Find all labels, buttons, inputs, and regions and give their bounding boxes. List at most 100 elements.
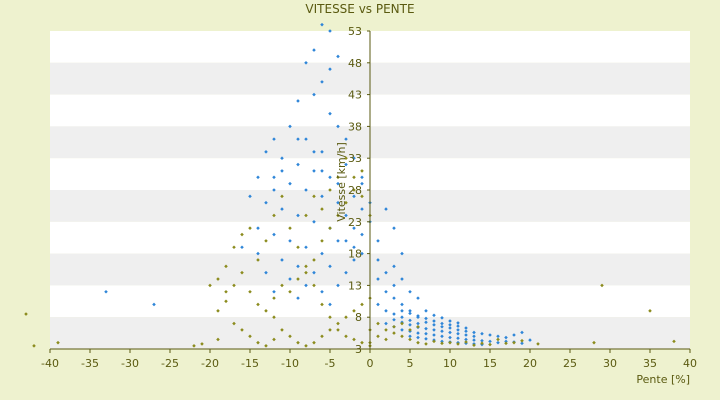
data-point-series-1 [280,258,284,262]
data-point-series-2 [672,339,676,344]
data-point-series-2 [336,213,340,218]
data-point-series-2 [328,188,332,192]
data-point-series-1 [312,270,316,275]
data-point-series-2 [648,309,652,313]
data-point-series-1 [384,289,388,294]
data-point-series-1 [424,326,428,331]
data-point-series-2 [328,328,332,332]
data-point-series-2 [280,283,284,288]
data-point-series-1 [528,338,532,342]
data-point-series-1 [304,245,308,250]
data-point-series-1 [520,341,524,346]
data-point-series-1 [424,331,428,336]
data-point-series-1 [448,330,452,335]
data-point-series-1 [496,340,500,345]
data-point-series-1 [448,326,452,330]
data-point-series-1 [264,270,268,275]
data-point-series-1 [288,124,292,129]
data-point-series-1 [392,226,396,230]
data-point-series-1 [320,150,324,154]
data-point-series-1 [392,264,396,269]
data-point-series-1 [304,137,308,141]
data-point-series-1 [280,156,284,160]
data-point-series-1 [288,239,292,243]
data-point-series-2 [272,337,276,342]
data-point-series-2 [416,324,420,329]
data-point-series-2 [440,341,444,346]
data-point-series-2 [408,328,412,332]
data-point-series-1 [416,335,420,340]
data-point-series-2 [400,321,404,326]
data-point-series-1 [432,319,436,323]
data-point-series-1 [320,80,324,84]
data-point-series-2 [256,258,260,262]
x-tick-label: -15 [241,357,259,370]
data-point-series-2 [224,299,228,304]
data-point-series-2 [392,331,396,335]
data-point-series-1 [488,339,492,344]
x-tick-label: 35 [643,357,657,370]
data-point-series-1 [376,239,380,243]
data-point-series-1 [248,194,252,199]
data-point-series-2 [536,342,540,346]
data-points [24,22,676,348]
data-point-series-1 [272,188,276,192]
data-point-series-2 [272,315,276,319]
data-point-series-1 [464,326,468,330]
data-point-series-1 [336,124,340,129]
data-point-series-1 [344,213,348,218]
data-point-series-2 [304,264,308,269]
data-point-series-1 [496,334,500,339]
data-point-series-1 [344,162,348,167]
data-point-series-1 [296,213,300,218]
x-tick-label: 25 [563,357,577,370]
data-point-series-1 [408,311,412,316]
data-point-series-1 [456,336,460,340]
data-point-series-2 [312,258,316,262]
data-point-series-1 [328,111,332,116]
data-point-series-2 [208,283,212,288]
data-point-series-2 [520,338,524,343]
data-point-series-1 [336,54,340,59]
data-point-series-2 [304,213,308,218]
data-point-series-2 [272,296,276,300]
data-point-series-2 [496,337,500,342]
data-point-series-1 [272,175,276,180]
data-point-series-2 [248,289,252,294]
x-ticks: -40 -35 -30 -25 -20 -15 -10 -5 0 5 10 15 20 25 30 35 40 [41,349,697,370]
data-point-series-1 [432,328,436,332]
data-point-series-1 [336,239,340,243]
data-point-series-2 [320,334,324,339]
data-point-series-1 [344,270,348,275]
data-point-series-1 [440,334,444,339]
data-point-series-1 [104,289,108,294]
data-point-series-2 [264,309,268,313]
data-point-series-1 [472,334,476,339]
data-point-series-1 [272,232,276,237]
data-point-series-2 [264,344,268,348]
data-point-series-2 [280,194,284,199]
y-tick-label: 23 [348,216,362,229]
data-point-series-2 [192,344,196,348]
x-tick-label: -20 [201,357,219,370]
data-point-series-1 [400,302,404,307]
data-point-series-1 [296,296,300,300]
data-point-series-1 [296,137,300,141]
data-point-series-2 [336,321,340,326]
data-point-series-2 [360,302,364,307]
x-tick-label: -40 [41,357,59,370]
data-point-series-2 [360,340,364,345]
x-tick-label: 15 [483,357,497,370]
data-point-series-1 [352,258,356,262]
data-point-series-2 [344,315,348,319]
data-point-series-2 [448,340,452,345]
data-point-series-1 [392,317,396,322]
data-point-series-1 [152,302,156,307]
data-point-series-2 [256,302,260,307]
data-point-series-1 [480,338,484,343]
data-point-series-1 [256,251,260,256]
data-point-series-2 [384,328,388,332]
data-point-series-1 [464,333,468,337]
data-point-series-2 [344,200,348,205]
